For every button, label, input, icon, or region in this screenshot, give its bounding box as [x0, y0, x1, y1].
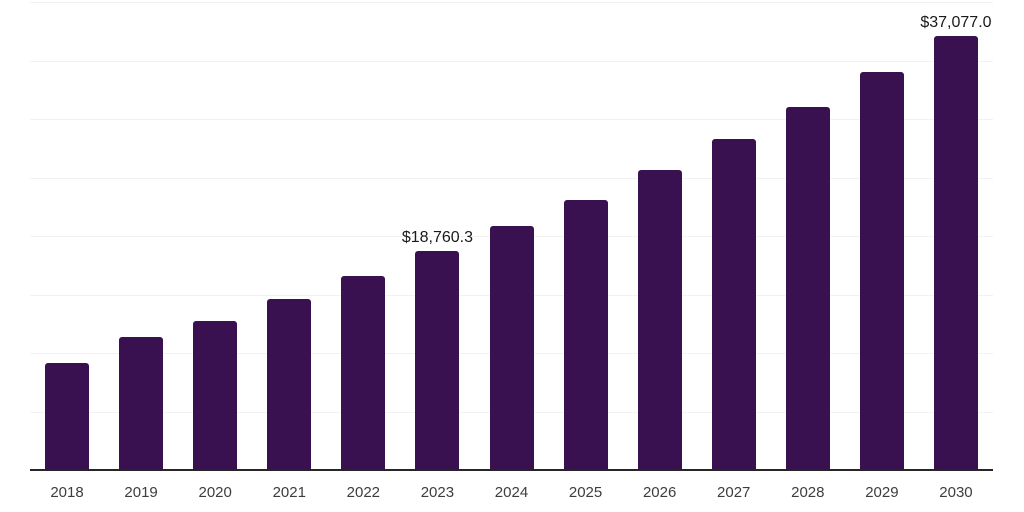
gridline-35000	[30, 60, 993, 62]
bar-2028	[785, 106, 830, 470]
bar-2029	[859, 71, 904, 470]
x-tick-label-2030: 2030	[939, 484, 973, 501]
gridline-40000	[30, 2, 993, 3]
plot-area: $18,760.3 $37,077.0	[30, 2, 993, 471]
x-tick-label-2019: 2019	[124, 484, 158, 501]
x-tick-label-2028: 2028	[791, 484, 825, 501]
gridline-25000	[30, 177, 993, 179]
x-tick-label-2029: 2029	[865, 484, 899, 501]
bar-2021	[267, 298, 312, 470]
bar-2026	[637, 170, 682, 470]
value-label-2030: $37,077.0	[920, 14, 992, 32]
bar-2019	[119, 337, 164, 470]
value-label-2023: $18,760.3	[401, 228, 474, 246]
bar-2025	[563, 199, 608, 470]
x-tick-label-2025: 2025	[568, 484, 603, 501]
x-tick-label-2024: 2024	[494, 484, 529, 501]
x-tick-label-2020: 2020	[198, 484, 232, 501]
gridline-30000	[30, 119, 993, 120]
x-tick-label-2027: 2027	[717, 484, 751, 501]
x-axis-labels: 2018 2019 2020 2021 2022 2023 2024 2025 2026 2027…	[30, 483, 993, 503]
bar-2027	[711, 139, 756, 470]
bar-2022	[341, 276, 386, 470]
x-tick-label-2022: 2022	[346, 484, 381, 501]
x-tick-label-2018: 2018	[50, 484, 84, 501]
bar-2024	[489, 225, 534, 470]
bar-2018	[45, 362, 90, 470]
x-axis-line	[30, 469, 993, 471]
x-tick-label-2023: 2023	[420, 484, 455, 501]
x-tick-label-2021: 2021	[272, 484, 306, 501]
bar-2030	[933, 36, 978, 470]
x-tick-label-2026: 2026	[642, 484, 677, 501]
bar-2020	[193, 321, 238, 470]
bar-2023	[415, 250, 460, 470]
